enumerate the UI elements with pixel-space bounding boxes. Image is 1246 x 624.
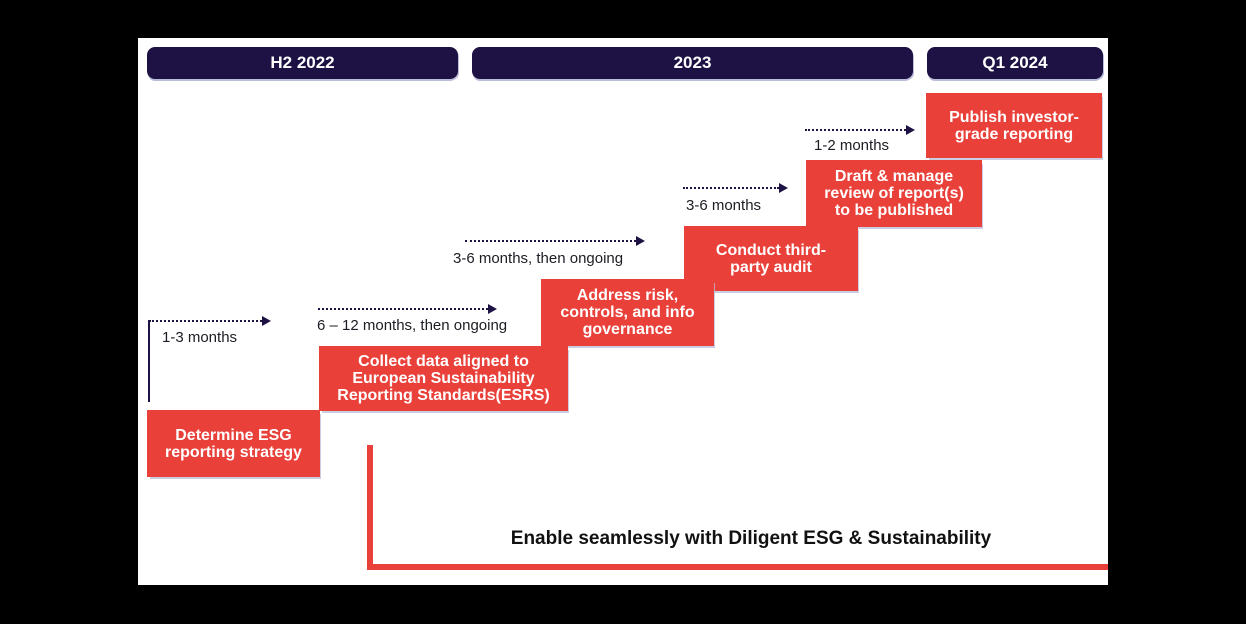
period-header-label: Q1 2024 — [982, 53, 1048, 72]
enablement-bracket-horizontal-line — [367, 564, 1108, 570]
step-label: Determine ESG reporting strategy — [165, 426, 302, 461]
step-label: Draft & manage review of report(s) to be… — [824, 168, 964, 219]
step-start-tick-line — [148, 320, 150, 402]
duration-arrow-conduct — [683, 183, 788, 193]
step-box-determine-esg-strategy: Determine ESG reporting strategy — [147, 410, 320, 477]
period-header-h2-2022: H2 2022 — [147, 47, 458, 79]
duration-label-conduct: 3-6 months — [686, 197, 762, 214]
duration-arrow-collect — [318, 304, 497, 314]
duration-label-collect: 6 – 12 months, then ongoing — [317, 317, 508, 334]
period-header-2023: 2023 — [472, 47, 913, 79]
duration-arrow-address — [465, 236, 645, 246]
step-box-address-risk-controls: Address risk, controls, and info governa… — [541, 279, 714, 346]
duration-label-draft: 1-2 months — [814, 137, 890, 154]
timeline-panel: H2 2022 2023 Q1 2024 1-3 months 6 – 12 m… — [138, 38, 1108, 585]
duration-label-address: 3-6 months, then ongoing — [453, 250, 624, 267]
duration-arrow-draft — [805, 125, 915, 135]
step-label: Publish investor-grade reporting — [949, 108, 1079, 143]
duration-label-determine: 1-3 months — [162, 329, 238, 346]
step-label: Collect data aligned to European Sustain… — [337, 353, 550, 404]
step-box-draft-manage-review: Draft & manage review of report(s) to be… — [806, 160, 982, 227]
period-header-label: 2023 — [673, 53, 712, 72]
period-header-q1-2024: Q1 2024 — [927, 47, 1103, 79]
duration-arrow-determine — [149, 316, 271, 326]
step-label: Address risk, controls, and info governa… — [560, 287, 695, 338]
period-header-label: H2 2022 — [270, 53, 335, 72]
step-label: Conduct third-party audit — [715, 241, 827, 276]
step-box-publish-investor-grade-reporting: Publish investor-grade reporting — [926, 93, 1102, 158]
enablement-caption: Enable seamlessly with Diligent ESG & Su… — [510, 528, 992, 549]
enablement-bracket-vertical-line — [367, 445, 373, 570]
step-box-collect-esrs-data: Collect data aligned to European Sustain… — [319, 346, 568, 411]
